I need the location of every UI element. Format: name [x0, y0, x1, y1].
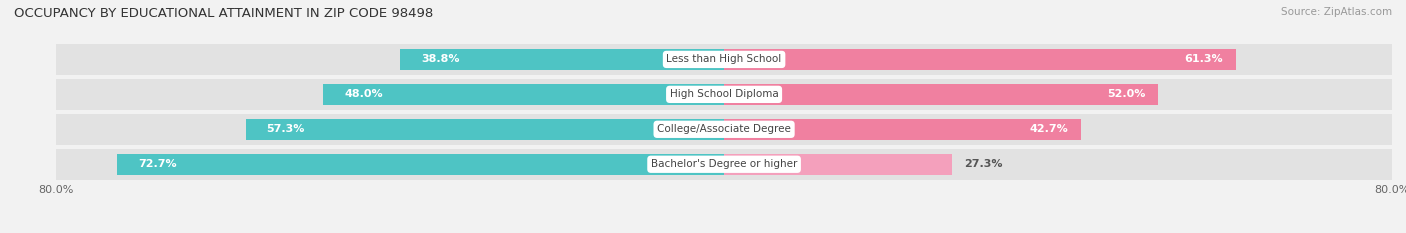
Bar	[56, 79, 1392, 110]
Legend: Owner-occupied, Renter-occupied: Owner-occupied, Renter-occupied	[596, 230, 852, 233]
Bar	[323, 84, 724, 105]
Bar	[56, 44, 1392, 75]
Bar	[246, 119, 724, 140]
Bar	[117, 154, 724, 175]
Bar	[724, 49, 1236, 70]
Text: OCCUPANCY BY EDUCATIONAL ATTAINMENT IN ZIP CODE 98498: OCCUPANCY BY EDUCATIONAL ATTAINMENT IN Z…	[14, 7, 433, 20]
Text: High School Diploma: High School Diploma	[669, 89, 779, 99]
Text: 27.3%: 27.3%	[965, 159, 1002, 169]
Text: 42.7%: 42.7%	[1029, 124, 1069, 134]
Text: College/Associate Degree: College/Associate Degree	[657, 124, 792, 134]
Text: 48.0%: 48.0%	[344, 89, 382, 99]
Text: Bachelor's Degree or higher: Bachelor's Degree or higher	[651, 159, 797, 169]
Text: 61.3%: 61.3%	[1185, 55, 1223, 64]
Text: Less than High School: Less than High School	[666, 55, 782, 64]
Bar	[724, 119, 1081, 140]
Bar	[401, 49, 724, 70]
Bar	[56, 114, 1392, 145]
Text: 52.0%: 52.0%	[1108, 89, 1146, 99]
Bar	[724, 84, 1159, 105]
Text: 57.3%: 57.3%	[267, 124, 305, 134]
Text: 72.7%: 72.7%	[138, 159, 177, 169]
Text: Source: ZipAtlas.com: Source: ZipAtlas.com	[1281, 7, 1392, 17]
Bar	[724, 154, 952, 175]
Text: 38.8%: 38.8%	[420, 55, 460, 64]
Bar	[56, 149, 1392, 180]
